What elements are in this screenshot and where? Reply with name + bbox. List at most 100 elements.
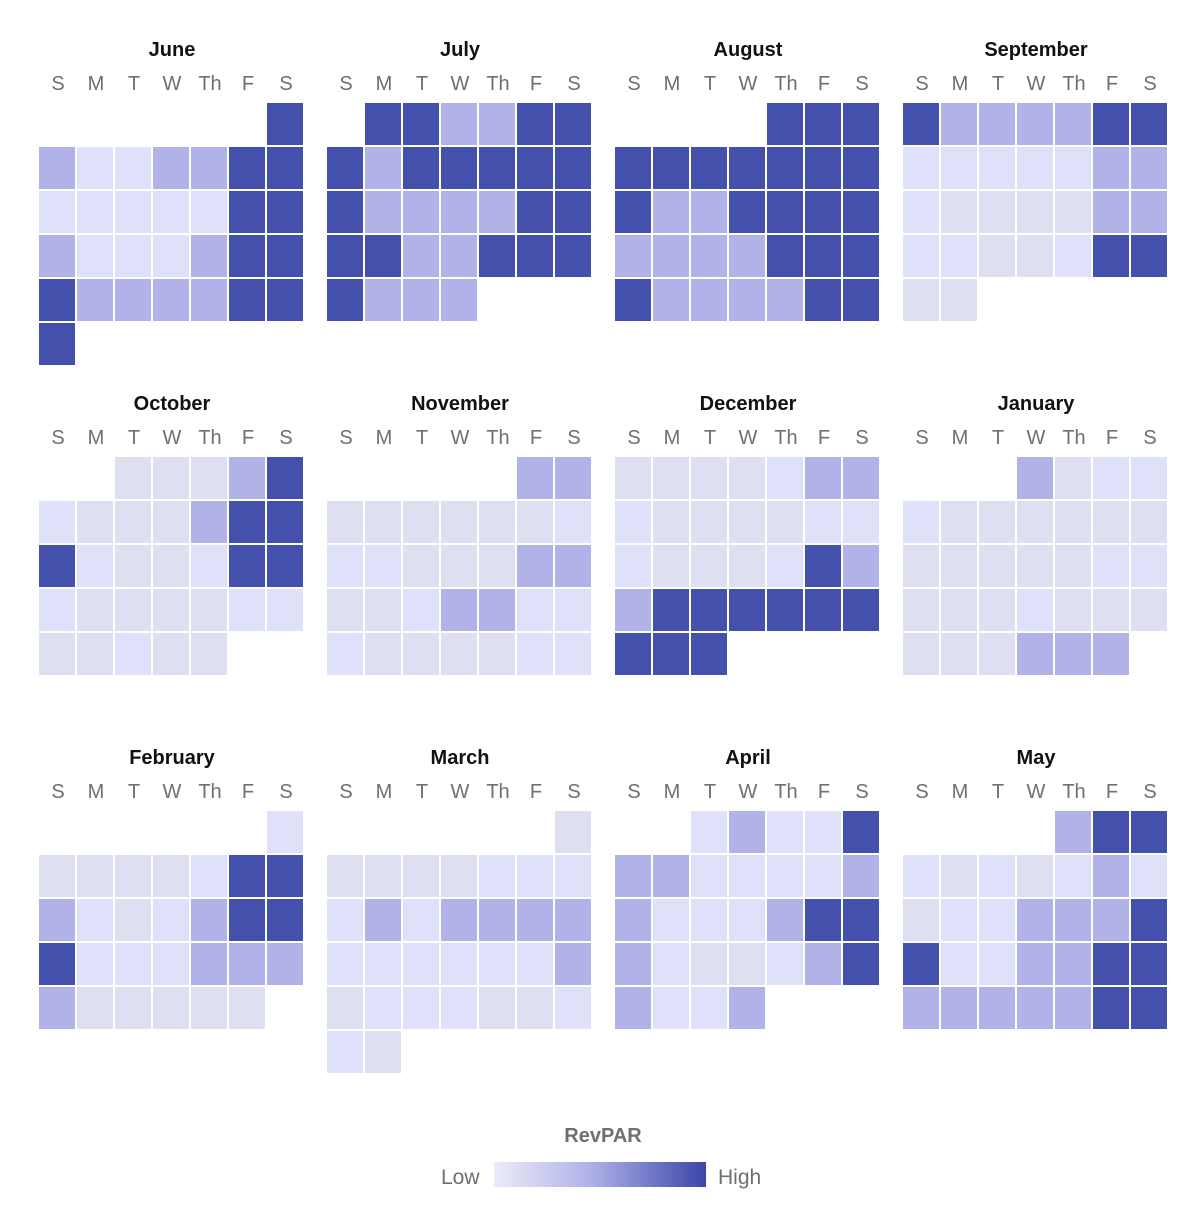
weekday-label: T (127, 427, 141, 449)
day-cell-23 (653, 589, 689, 631)
day-cell-29 (1017, 633, 1053, 675)
day-cell-30 (555, 633, 591, 675)
weekday-label: F (817, 73, 831, 95)
day-cell-20 (479, 943, 515, 985)
day-cell-28 (479, 633, 515, 675)
day-cell-29 (365, 279, 401, 321)
day-cell-22 (267, 235, 303, 277)
day-cell-22 (691, 943, 727, 985)
day-cell-18 (479, 191, 515, 233)
day-cell-9 (941, 147, 977, 189)
day-cell-22 (1017, 589, 1053, 631)
day-cell-25 (479, 235, 515, 277)
weekday-label: S (627, 781, 641, 803)
day-cell-5 (267, 457, 303, 499)
day-cell-28 (327, 279, 363, 321)
day-cell-28 (1131, 235, 1167, 277)
day-cell-23 (153, 589, 189, 631)
day-cell-1 (615, 457, 651, 499)
weekday-label: M (375, 73, 393, 95)
day-cell-23 (39, 987, 75, 1029)
day-cell-20 (39, 589, 75, 631)
day-cell-30 (805, 279, 841, 321)
weekday-label: W (162, 73, 182, 95)
day-cell-27 (441, 633, 477, 675)
day-cell-17 (441, 191, 477, 233)
day-cell-27 (691, 279, 727, 321)
day-cell-7 (479, 501, 515, 543)
day-cell-3 (979, 103, 1015, 145)
legend-title: RevPAR (564, 1125, 642, 1147)
day-cell-15 (691, 899, 727, 941)
weekday-label: F (817, 781, 831, 803)
day-cell-30 (327, 1031, 363, 1073)
weekday-label: W (450, 73, 470, 95)
day-cell-30 (1093, 987, 1129, 1029)
day-cell-27 (555, 235, 591, 277)
day-cell-10 (767, 855, 803, 897)
day-cell-23 (327, 987, 363, 1029)
day-cell-24 (191, 589, 227, 631)
day-cell-21 (229, 943, 265, 985)
day-cell-14 (653, 899, 689, 941)
day-cell-19 (153, 943, 189, 985)
day-cell-26 (843, 943, 879, 985)
day-cell-31 (1093, 633, 1129, 675)
day-cell-1 (1055, 811, 1091, 853)
day-cell-16 (729, 899, 765, 941)
day-cell-29 (555, 987, 591, 1029)
day-cell-18 (729, 545, 765, 587)
day-cell-9 (653, 501, 689, 543)
weekday-label: W (162, 781, 182, 803)
day-cell-6 (1093, 103, 1129, 145)
day-cell-20 (1093, 191, 1129, 233)
month-title: June (148, 39, 196, 61)
weekday-label: Th (1062, 73, 1086, 95)
weekday-label: S (51, 73, 65, 95)
day-cell-5 (767, 457, 803, 499)
day-cell-9 (1093, 855, 1129, 897)
day-cell-5 (153, 147, 189, 189)
weekday-label: T (127, 73, 141, 95)
month-title: February (129, 747, 215, 769)
day-cell-16 (941, 191, 977, 233)
day-cell-3 (441, 103, 477, 145)
day-cell-2 (39, 855, 75, 897)
day-cell-1 (115, 457, 151, 499)
day-cell-16 (555, 545, 591, 587)
day-cell-7 (229, 855, 265, 897)
weekday-label: W (738, 781, 758, 803)
day-cell-14 (1131, 147, 1167, 189)
day-cell-2 (729, 811, 765, 853)
day-cell-9 (403, 147, 439, 189)
weekday-label: Th (198, 427, 222, 449)
day-cell-6 (691, 147, 727, 189)
weekday-label: M (87, 781, 105, 803)
day-cell-27 (1093, 235, 1129, 277)
day-cell-12 (653, 191, 689, 233)
day-cell-12 (517, 147, 553, 189)
day-cell-1 (517, 457, 553, 499)
weekday-label: S (855, 781, 869, 803)
day-cell-7 (653, 855, 689, 897)
day-cell-29 (767, 279, 803, 321)
day-cell-2 (153, 457, 189, 499)
weekday-label: S (339, 427, 353, 449)
day-cell-25 (403, 987, 439, 1029)
day-cell-15 (267, 899, 303, 941)
day-cell-4 (729, 457, 765, 499)
day-cell-19 (843, 899, 879, 941)
day-cell-21 (517, 943, 553, 985)
day-cell-3 (327, 501, 363, 543)
day-cell-9 (39, 191, 75, 233)
day-cell-26 (903, 633, 939, 675)
weekday-label: M (375, 427, 393, 449)
day-cell-11 (805, 855, 841, 897)
day-cell-13 (691, 191, 727, 233)
weekday-label: S (51, 427, 65, 449)
day-cell-24 (767, 943, 803, 985)
day-cell-29 (615, 633, 651, 675)
day-cell-30 (153, 633, 189, 675)
day-cell-16 (403, 191, 439, 233)
day-cell-29 (1055, 987, 1091, 1029)
